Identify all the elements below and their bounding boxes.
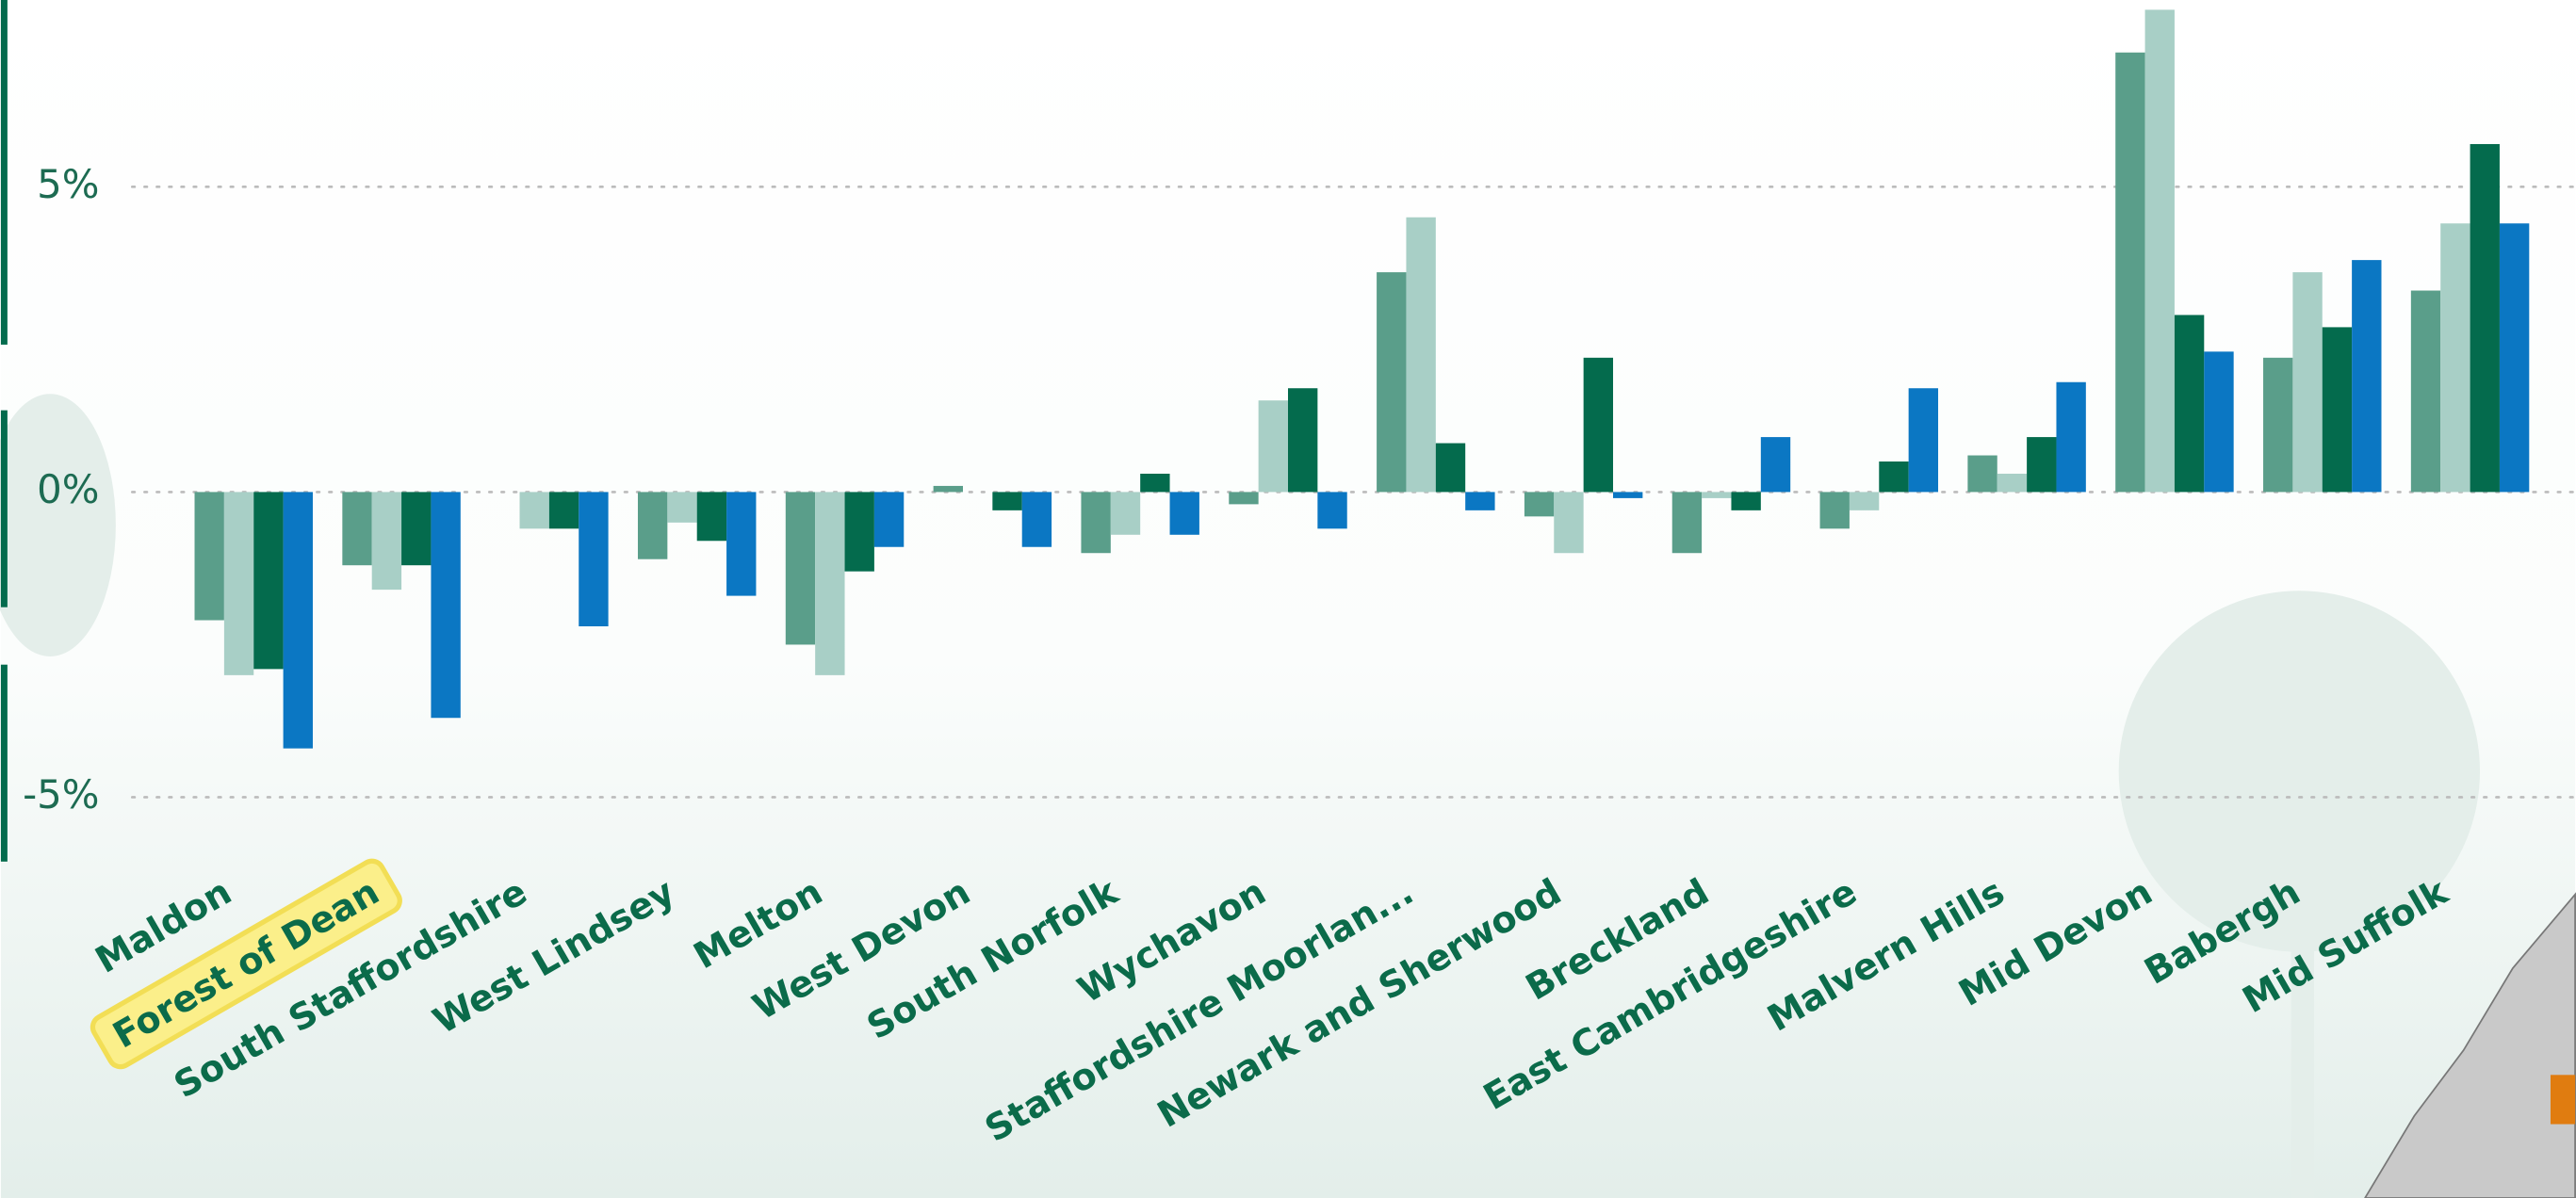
bar[interactable] [992, 492, 1022, 510]
bar[interactable] [1731, 492, 1761, 510]
bar[interactable] [2352, 260, 2382, 493]
bars [194, 9, 2530, 749]
bar[interactable] [1377, 272, 1407, 493]
bar[interactable] [2056, 381, 2086, 493]
bar[interactable] [1967, 455, 1997, 493]
bar[interactable] [1524, 492, 1555, 517]
bar[interactable] [726, 492, 757, 596]
bar[interactable] [579, 492, 609, 627]
bar[interactable] [1465, 492, 1495, 510]
bar[interactable] [2115, 52, 2145, 493]
tree-decoration [2291, 853, 2315, 1198]
bar[interactable] [815, 492, 845, 675]
bar[interactable] [844, 492, 874, 572]
bar[interactable] [696, 492, 727, 542]
bar[interactable] [1021, 492, 1052, 547]
bar[interactable] [2174, 315, 2205, 493]
bar[interactable] [2322, 327, 2353, 493]
bar[interactable] [342, 492, 372, 566]
bar[interactable] [519, 492, 549, 529]
bar[interactable] [1849, 492, 1880, 510]
gridlines: -5% 0% 5% [23, 161, 2576, 818]
bar[interactable] [283, 492, 313, 749]
map-highlight [2550, 1075, 2576, 1125]
bar[interactable] [1671, 492, 1703, 554]
label-highlight [90, 858, 402, 1070]
bar[interactable] [1317, 492, 1347, 529]
bar[interactable] [1554, 492, 1584, 554]
bar[interactable] [253, 492, 284, 670]
bar[interactable] [1702, 492, 1732, 498]
side-bar [0, 410, 8, 607]
bar[interactable] [1819, 492, 1850, 529]
bar[interactable] [1435, 443, 1466, 493]
bar[interactable] [785, 492, 816, 645]
bar[interactable] [2144, 9, 2175, 493]
bar[interactable] [1229, 492, 1259, 505]
y-tick-label: 5% [37, 161, 99, 207]
bar[interactable] [1169, 492, 1199, 535]
y-tick-label: -5% [23, 771, 99, 818]
bar[interactable] [1081, 492, 1111, 554]
y-tick-label: 0% [37, 466, 99, 512]
bar[interactable] [223, 492, 254, 675]
bar[interactable] [2292, 272, 2323, 493]
bar[interactable] [2440, 223, 2470, 493]
bar[interactable] [2263, 357, 2293, 493]
bar[interactable] [1406, 217, 1436, 493]
bar[interactable] [371, 492, 402, 591]
side-bar [0, 0, 8, 345]
bar[interactable] [401, 492, 432, 566]
bar[interactable] [873, 492, 905, 547]
tree-decoration [0, 394, 116, 656]
bar[interactable] [2204, 351, 2234, 493]
map-fragment [2364, 892, 2576, 1198]
bar[interactable] [1258, 400, 1288, 493]
bar[interactable] [1997, 473, 2028, 493]
bar[interactable] [1110, 492, 1141, 535]
bar[interactable] [667, 492, 697, 523]
bar[interactable] [1140, 473, 1170, 493]
bar[interactable] [1760, 437, 1791, 493]
bar[interactable] [2499, 223, 2530, 493]
bar[interactable] [637, 492, 668, 559]
bar[interactable] [548, 492, 579, 529]
bar[interactable] [431, 492, 461, 719]
bar[interactable] [1583, 357, 1614, 493]
bar[interactable] [2410, 290, 2441, 493]
side-bar [0, 664, 8, 862]
bar[interactable] [933, 485, 963, 493]
bar[interactable] [194, 492, 224, 621]
bar[interactable] [2470, 143, 2500, 493]
bar[interactable] [1613, 492, 1643, 498]
bar[interactable] [1288, 388, 1318, 493]
bar[interactable] [1908, 388, 1939, 493]
tree-decoration [2118, 591, 2481, 952]
bar[interactable] [1879, 461, 1909, 493]
bar[interactable] [2027, 437, 2057, 493]
